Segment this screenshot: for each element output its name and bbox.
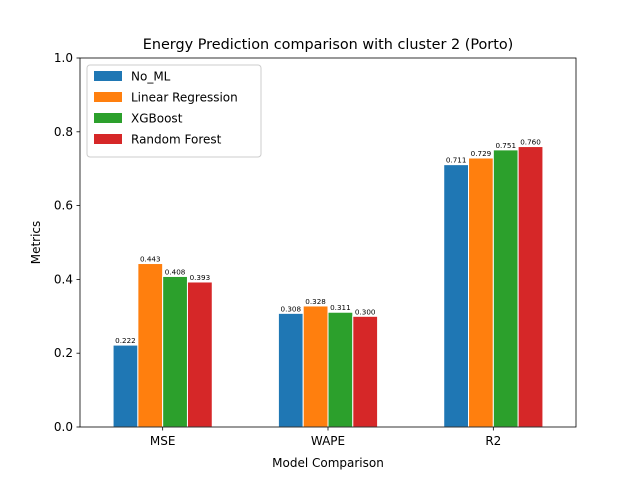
bar-value-label: 0.751 xyxy=(495,141,516,150)
legend-swatch xyxy=(94,134,122,144)
bar-value-label: 0.393 xyxy=(190,273,211,282)
y-axis-ticks: 0.0 0.2 0.4 0.6 0.8 1.0 xyxy=(54,51,80,434)
bar-value-label: 0.408 xyxy=(165,267,186,276)
bar-value-label: 0.222 xyxy=(115,336,136,345)
bar-value-label: 0.711 xyxy=(446,156,467,165)
y-tick-label: 0.0 xyxy=(54,420,73,434)
bar xyxy=(277,312,304,428)
bar xyxy=(352,315,379,428)
bar xyxy=(492,149,519,428)
x-axis-ticks: MSE WAPE R2 xyxy=(150,427,501,448)
x-axis-label: Model Comparison xyxy=(272,456,384,470)
legend-label: XGBoost xyxy=(131,112,183,126)
bar-value-label: 0.328 xyxy=(305,297,326,306)
bars-group xyxy=(112,146,544,428)
bar xyxy=(186,281,213,428)
bar-value-label: 0.760 xyxy=(520,138,541,147)
legend-swatch xyxy=(94,92,122,102)
legend-label: Random Forest xyxy=(131,133,222,147)
bar xyxy=(137,263,164,428)
legend: No_ML Linear Regression XGBoost Random Fore… xyxy=(86,64,262,158)
bar xyxy=(517,146,544,428)
legend-frame xyxy=(86,64,262,158)
legend-swatch xyxy=(94,113,122,123)
plot-area-frame xyxy=(79,57,577,428)
bar-value-label: 0.308 xyxy=(281,304,302,313)
bar xyxy=(162,275,188,428)
bar-value-label: 0.311 xyxy=(330,303,351,312)
y-tick-label: 0.2 xyxy=(54,346,73,360)
bar xyxy=(327,311,354,428)
legend-label: No_ML xyxy=(131,70,171,84)
x-tick-label: MSE xyxy=(150,434,176,448)
value-labels-group: 0.222 0.308 0.711 0.443 0.328 0.729 0.408 0.311… xyxy=(115,138,541,346)
legend-swatch xyxy=(94,71,122,81)
y-tick-label: 0.6 xyxy=(54,199,73,213)
legend-label: Linear Regression xyxy=(131,91,238,105)
x-tick-label: WAPE xyxy=(311,434,345,448)
y-axis-label: Metrics xyxy=(29,221,43,265)
y-tick-label: 1.0 xyxy=(54,51,73,65)
bar-value-label: 0.443 xyxy=(140,255,161,264)
bar xyxy=(468,157,494,428)
bar xyxy=(443,164,470,428)
bar xyxy=(302,305,329,428)
bar-value-label: 0.729 xyxy=(471,149,492,158)
bar xyxy=(112,344,139,428)
bar-value-label: 0.300 xyxy=(355,307,376,316)
y-tick-label: 0.8 xyxy=(54,125,73,139)
chart-title: Energy Prediction comparison with cluste… xyxy=(143,37,514,53)
y-tick-label: 0.4 xyxy=(54,272,73,286)
x-tick-label: R2 xyxy=(485,434,501,448)
